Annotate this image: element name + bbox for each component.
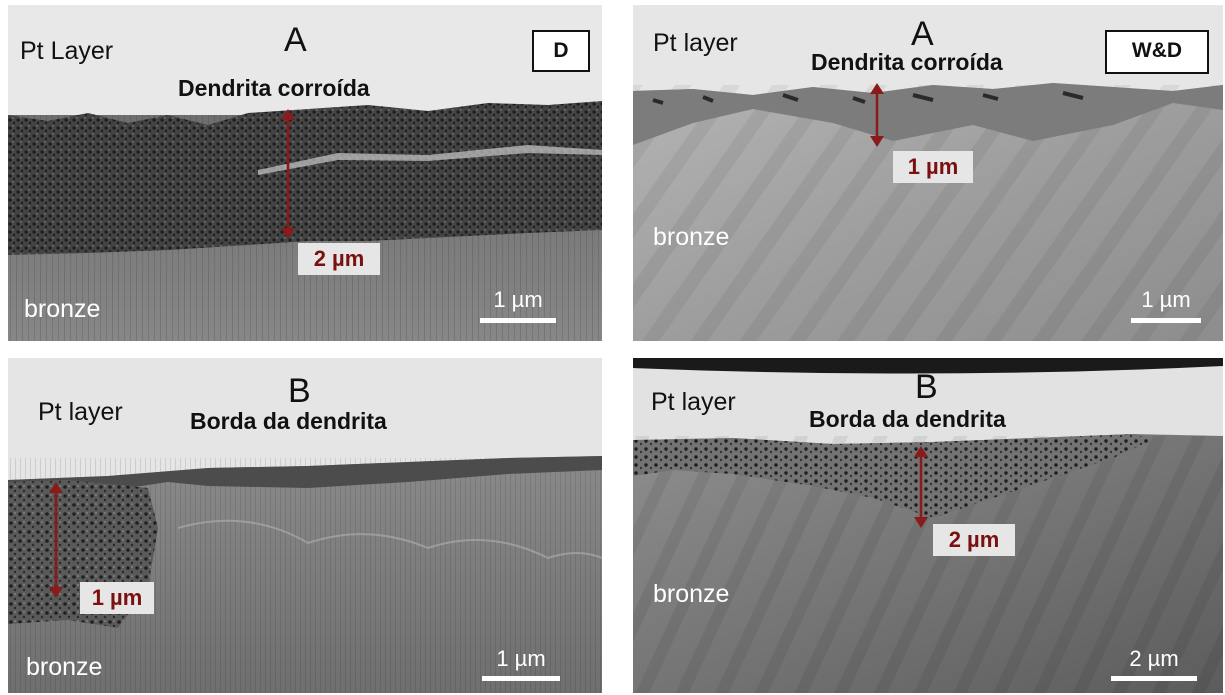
scale-bar — [1111, 676, 1197, 681]
bronze-label: bronze — [653, 223, 730, 251]
pt-layer-label: Pt layer — [651, 388, 736, 416]
measurement-arrow — [914, 446, 928, 528]
pt-layer-label: Pt layer — [38, 398, 123, 426]
panel-letter: B — [915, 368, 938, 406]
measurement-arrow — [281, 109, 295, 239]
panel-caption: Dendrita corroída — [811, 49, 1003, 75]
condition-badge: W&D — [1105, 30, 1209, 74]
panel-caption: Borda da dendrita — [190, 408, 387, 434]
measurement-label: 1 µm — [893, 151, 973, 183]
panel-caption: Dendrita corroída — [178, 75, 370, 101]
scale-bar-label: 2 µm — [1129, 646, 1179, 671]
measurement-label: 2 µm — [298, 243, 380, 275]
panel-caption: Borda da dendrita — [809, 406, 1006, 432]
measurement-arrow — [870, 83, 884, 147]
sem-image-bottom-right — [633, 358, 1223, 693]
panel-letter: A — [284, 21, 307, 59]
scale-bar — [1131, 318, 1201, 323]
panel-letter: A — [911, 15, 934, 53]
scale-bar — [480, 318, 556, 323]
measurement-label: 2 µm — [933, 524, 1015, 556]
condition-badge: D — [532, 30, 590, 72]
scale-bar — [482, 676, 560, 681]
bronze-label: bronze — [653, 580, 730, 608]
bronze-label: bronze — [26, 653, 103, 681]
sem-panel-bottom-left: Pt layer B Borda da dendrita 1 µm bronze… — [8, 358, 602, 693]
scale-bar-label: 1 µm — [1141, 287, 1191, 312]
pt-layer-label: Pt layer — [653, 29, 738, 57]
measurement-arrow — [49, 482, 63, 598]
sem-panel-top-right: Pt layer A Dendrita corroída W&D 1 µm br… — [633, 5, 1223, 341]
panel-letter: B — [288, 372, 311, 410]
sem-panel-top-left: Pt Layer A Dendrita corroída D 2 µm bron… — [8, 5, 602, 341]
pt-layer-label: Pt Layer — [20, 37, 114, 65]
bronze-label: bronze — [24, 295, 101, 323]
measurement-label: 1 µm — [80, 582, 154, 614]
sem-image-top-left — [8, 5, 602, 341]
sem-image-bottom-left — [8, 358, 602, 693]
sem-panel-bottom-right: Pt layer B Borda da dendrita 2 µm bronze… — [633, 358, 1223, 693]
scale-bar-label: 1 µm — [493, 287, 543, 312]
scale-bar-label: 1 µm — [496, 646, 546, 671]
